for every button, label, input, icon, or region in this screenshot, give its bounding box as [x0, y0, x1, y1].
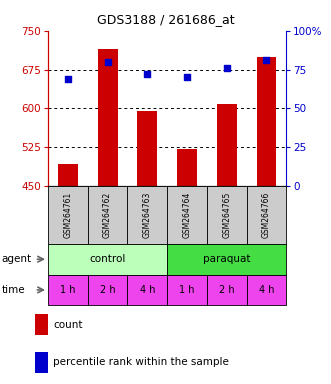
Text: percentile rank within the sample: percentile rank within the sample — [53, 357, 229, 367]
Point — [65, 76, 71, 82]
Bar — [247, 186, 286, 244]
Text: GSM264765: GSM264765 — [222, 192, 231, 238]
Point — [145, 71, 150, 77]
Bar — [137, 111, 157, 186]
Bar — [35, 352, 48, 372]
Text: 4 h: 4 h — [140, 285, 155, 295]
Bar — [35, 314, 48, 335]
Point — [264, 57, 269, 63]
Text: 4 h: 4 h — [259, 285, 274, 295]
Bar — [217, 104, 237, 186]
Bar — [167, 186, 207, 244]
Bar — [167, 244, 286, 275]
Text: 2 h: 2 h — [100, 285, 116, 295]
Text: GSM264763: GSM264763 — [143, 192, 152, 238]
Text: GDS3188 / 261686_at: GDS3188 / 261686_at — [97, 13, 234, 26]
Bar — [247, 275, 286, 305]
Bar — [88, 186, 127, 244]
Text: GSM264761: GSM264761 — [63, 192, 72, 238]
Bar — [167, 275, 207, 305]
Bar — [207, 275, 247, 305]
Text: count: count — [53, 320, 83, 330]
Bar — [48, 186, 88, 244]
Point — [224, 65, 229, 71]
Point — [105, 59, 110, 65]
Point — [184, 74, 190, 81]
Bar — [48, 275, 88, 305]
Bar — [127, 186, 167, 244]
Bar — [58, 164, 78, 186]
Text: agent: agent — [2, 254, 32, 264]
Text: 2 h: 2 h — [219, 285, 235, 295]
Bar — [127, 275, 167, 305]
Text: GSM264764: GSM264764 — [182, 192, 192, 238]
Text: control: control — [89, 254, 126, 264]
Text: 1 h: 1 h — [60, 285, 75, 295]
Bar — [177, 149, 197, 186]
Bar — [88, 275, 127, 305]
Bar — [207, 186, 247, 244]
Text: time: time — [2, 285, 25, 295]
Bar — [48, 244, 167, 275]
Bar — [257, 56, 276, 186]
Text: GSM264766: GSM264766 — [262, 192, 271, 238]
Text: GSM264762: GSM264762 — [103, 192, 112, 238]
Text: 1 h: 1 h — [179, 285, 195, 295]
Text: paraquat: paraquat — [203, 254, 251, 264]
Bar — [98, 50, 118, 186]
